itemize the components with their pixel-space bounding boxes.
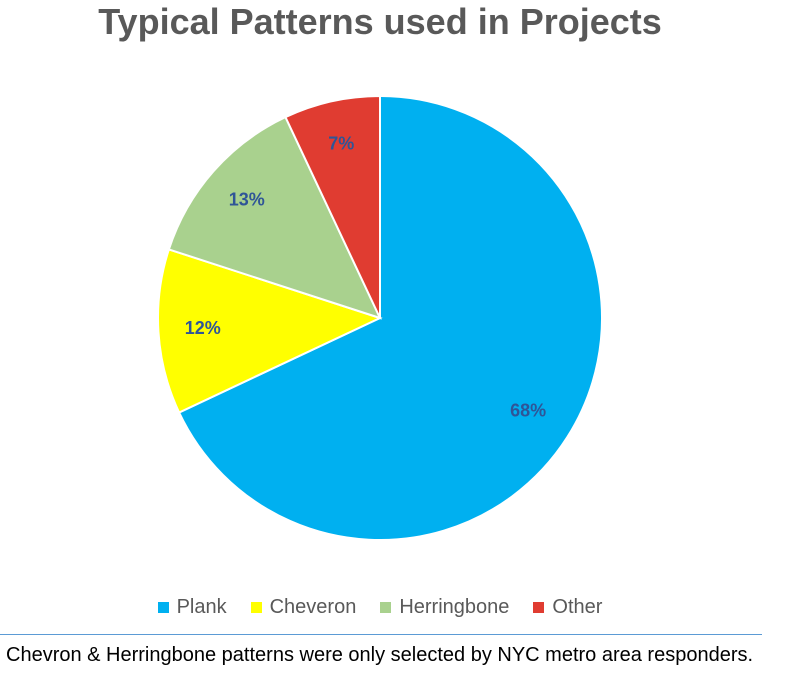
legend-label-herringbone: Herringbone xyxy=(399,596,510,618)
footnote-text: Chevron & Herringbone patterns were only… xyxy=(6,644,754,666)
legend-swatch-plank xyxy=(157,602,169,613)
legend-label-other: Other xyxy=(552,596,603,618)
data-label-other: 7% xyxy=(328,133,354,153)
legend-item-herringbone: Herringbone xyxy=(380,596,509,619)
data-label-cheveron: 12% xyxy=(185,318,221,338)
legend-label-plank: Plank xyxy=(176,596,227,618)
chart-legend: Plank Cheveron Herringbone Other xyxy=(0,596,760,619)
pie-slice-cheveron xyxy=(157,248,383,414)
pie-chart: 68% 12% 13% 7% xyxy=(157,94,603,541)
footnote-divider xyxy=(0,634,762,635)
legend-item-other: Other xyxy=(533,596,602,619)
legend-swatch-cheveron xyxy=(250,602,262,613)
chart-title: Typical Patterns used in Projects xyxy=(98,1,662,42)
pie-slice-herringbone xyxy=(167,115,382,320)
pie-slice-other xyxy=(284,94,381,319)
legend-item-cheveron: Cheveron xyxy=(250,596,357,619)
legend-label-cheveron: Cheveron xyxy=(269,596,357,618)
pie-slice-plank xyxy=(177,94,603,541)
legend-swatch-other xyxy=(533,602,545,613)
legend-swatch-herringbone xyxy=(380,602,392,613)
data-label-plank: 68% xyxy=(510,401,546,421)
legend-item-plank: Plank xyxy=(157,596,227,619)
data-label-herringbone: 13% xyxy=(229,189,265,209)
